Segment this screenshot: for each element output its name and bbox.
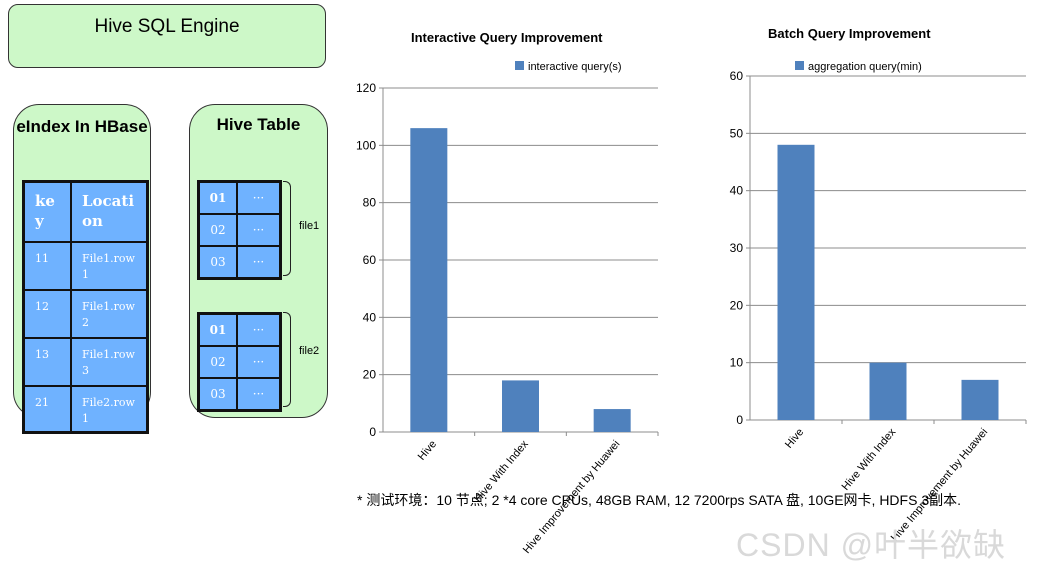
y-tick-label: 20 bbox=[363, 368, 377, 382]
hive-file2-row-id: 03 bbox=[199, 378, 237, 410]
hbase-row-location: File1.row2 bbox=[71, 290, 147, 338]
hive-file2-table: 01 ··· 02 ··· 03 ··· bbox=[197, 312, 282, 412]
x-tick-label: Hive bbox=[783, 426, 806, 451]
legend-swatch bbox=[795, 61, 804, 70]
y-tick-label: 60 bbox=[363, 253, 377, 267]
legend-label: interactive query(s) bbox=[528, 61, 622, 73]
file1-bracket bbox=[283, 181, 291, 276]
hive-file1-row-id: 03 bbox=[199, 246, 237, 278]
hbase-row-key: 21 bbox=[24, 386, 71, 432]
hive-file1-row-id: 02 bbox=[199, 214, 237, 246]
file2-label: file2 bbox=[299, 345, 320, 357]
y-tick-label: 60 bbox=[730, 69, 744, 83]
hbase-index-table: key Location 11 File1.row1 12 File1.row2… bbox=[22, 180, 149, 434]
hive-file1-row-ellipsis: ··· bbox=[237, 214, 280, 246]
hive-file1-row-ellipsis: ··· bbox=[237, 246, 280, 278]
bar bbox=[961, 379, 999, 420]
file1-label: file1 bbox=[299, 220, 320, 232]
hbase-row-location: File1.row3 bbox=[71, 338, 147, 386]
hive-file2-row-id: 01 bbox=[199, 314, 237, 346]
y-tick-label: 0 bbox=[736, 413, 743, 427]
file2-bracket bbox=[283, 312, 291, 407]
csdn-watermark: CSDN @叶半欲缺 bbox=[736, 527, 1007, 563]
bar bbox=[777, 144, 815, 421]
hive-file2-row-ellipsis: ··· bbox=[237, 314, 280, 346]
hive-sql-engine-label: Hive SQL Engine bbox=[94, 16, 240, 37]
hbase-row-key: 12 bbox=[24, 290, 71, 338]
hive-sql-engine-box: Hive SQL Engine bbox=[8, 4, 326, 68]
hive-table-title: Hive Table bbox=[216, 115, 301, 134]
y-tick-label: 40 bbox=[730, 184, 744, 198]
bar bbox=[410, 128, 448, 432]
y-tick-label: 10 bbox=[730, 356, 744, 370]
hbase-row-key: 11 bbox=[24, 242, 71, 290]
eindex-hbase-title: eIndex In HBase bbox=[16, 117, 148, 136]
bar bbox=[869, 362, 907, 420]
y-tick-label: 80 bbox=[363, 196, 377, 210]
bar bbox=[502, 380, 539, 432]
hive-file2-row-ellipsis: ··· bbox=[237, 378, 280, 410]
hbase-row-location: File2.row1 bbox=[71, 386, 147, 432]
y-tick-label: 100 bbox=[356, 138, 376, 152]
hive-file2-row-ellipsis: ··· bbox=[237, 346, 280, 378]
interactive-chart-title: Interactive Query Improvement bbox=[411, 30, 603, 45]
y-tick-label: 50 bbox=[730, 126, 744, 140]
legend-swatch bbox=[515, 61, 524, 70]
test-environment-footnote: * 测试环境：10 节点; 2 *4 core CPUs, 48GB RAM, … bbox=[357, 492, 962, 508]
hive-file1-row-id: 01 bbox=[199, 182, 237, 214]
hive-file1-row-ellipsis: ··· bbox=[237, 182, 280, 214]
x-tick-label: Hive With Index bbox=[840, 426, 899, 493]
hbase-row-key: 13 bbox=[24, 338, 71, 386]
y-tick-label: 30 bbox=[730, 241, 744, 255]
hive-file2-row-id: 02 bbox=[199, 346, 237, 378]
y-tick-label: 120 bbox=[356, 81, 376, 95]
hbase-header-key: key bbox=[24, 182, 71, 242]
y-tick-label: 40 bbox=[363, 310, 377, 324]
legend-label: aggregation query(min) bbox=[808, 61, 922, 73]
hbase-header-location: Location bbox=[71, 182, 147, 242]
hbase-row-location: File1.row1 bbox=[71, 242, 147, 290]
hive-file1-table: 01 ··· 02 ··· 03 ··· bbox=[197, 180, 282, 280]
y-tick-label: 20 bbox=[730, 298, 744, 312]
bar bbox=[593, 409, 631, 432]
batch-chart-title: Batch Query Improvement bbox=[768, 26, 931, 41]
y-tick-label: 0 bbox=[369, 425, 376, 439]
